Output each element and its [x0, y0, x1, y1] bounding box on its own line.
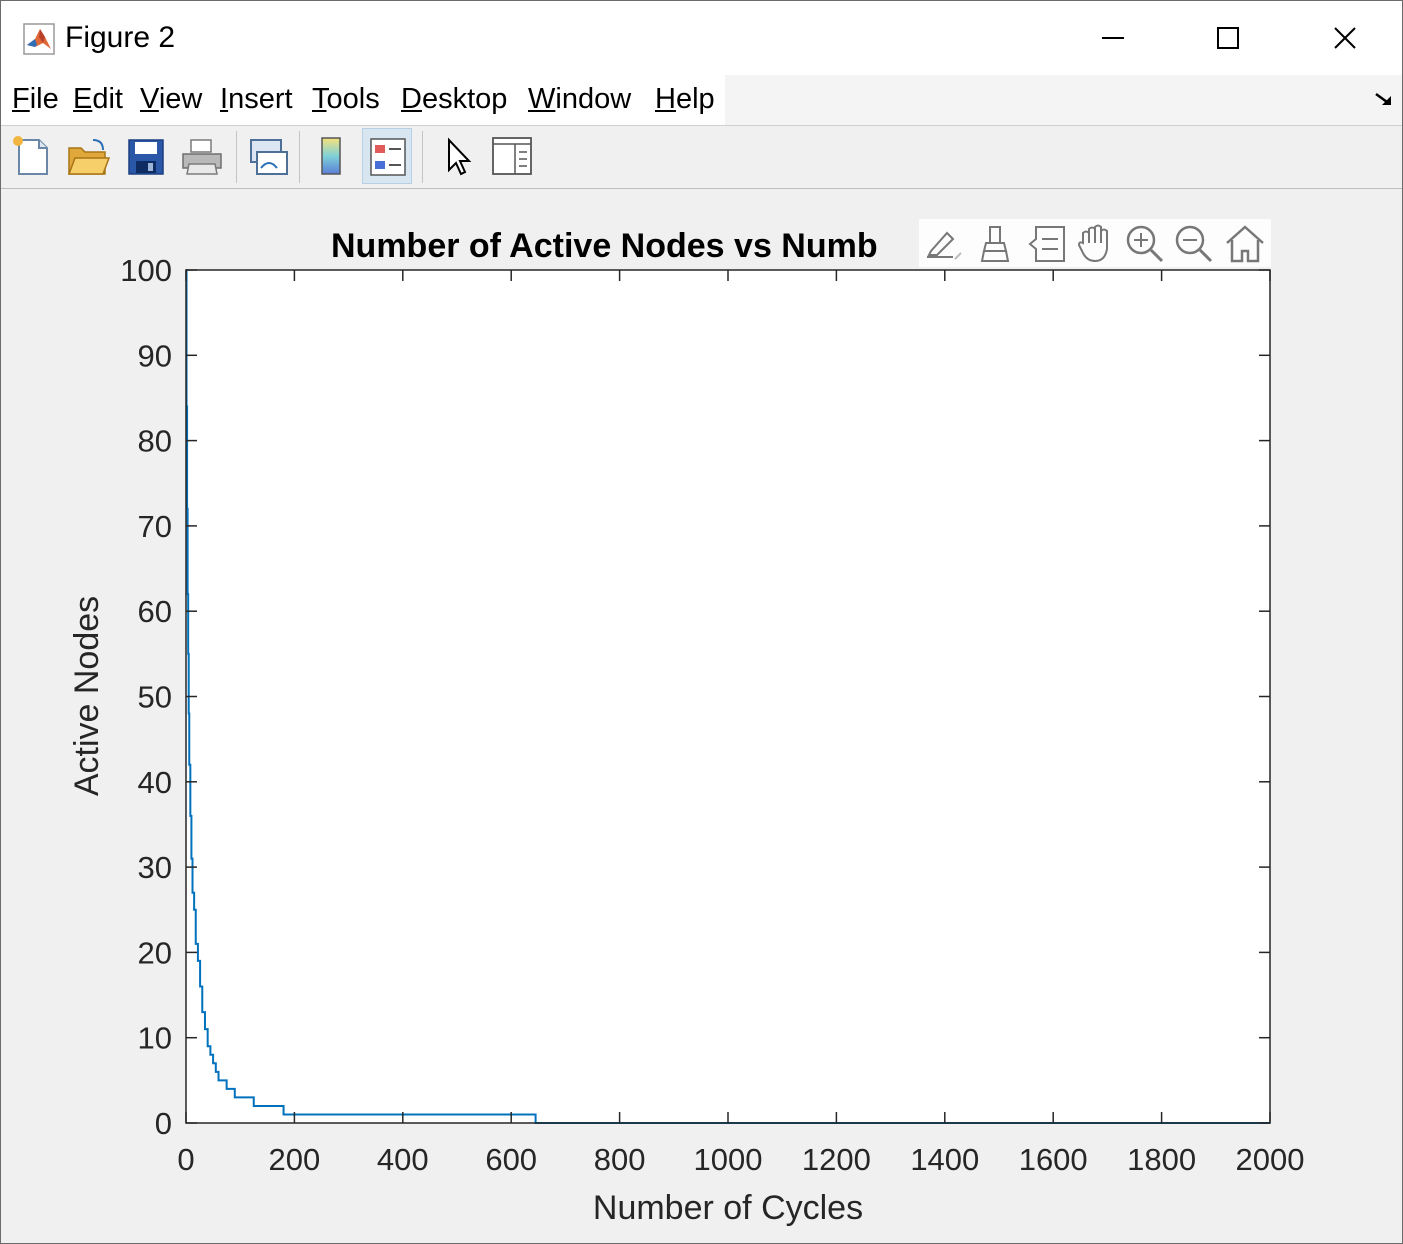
property-panel-icon	[492, 137, 532, 175]
menu-tools[interactable]: Tools	[312, 83, 380, 115]
link-plot-icon	[250, 139, 288, 175]
matlab-logo-icon	[23, 23, 55, 55]
x-tick-label: 600	[485, 1142, 537, 1177]
x-axis-label: Number of Cycles	[593, 1189, 863, 1227]
x-tick-label: 1400	[910, 1142, 979, 1177]
edit-plot-button[interactable]	[433, 128, 483, 184]
toolbar-separator	[299, 131, 300, 183]
axes-toolbar	[919, 219, 1271, 267]
open-file-button[interactable]	[63, 128, 113, 184]
menu-edit[interactable]: Edit	[73, 83, 123, 115]
y-tick-label: 0	[155, 1106, 172, 1141]
active-nodes-series-line	[185, 269, 1270, 1124]
data-tips-icon[interactable]	[1028, 226, 1065, 262]
y-tick-label: 60	[138, 594, 172, 629]
y-tick-label: 80	[138, 424, 172, 459]
save-button[interactable]	[121, 128, 171, 184]
toolbar-separator	[236, 131, 237, 183]
y-tick-label: 10	[138, 1021, 172, 1056]
figure-canvas: 0 200 400 600 800 1000 1200 1400 1600 1800 2000 0 10…	[1, 189, 1402, 1243]
menu-window[interactable]: Window	[528, 83, 632, 115]
axes-background	[186, 270, 1270, 1123]
y-tick-label: 30	[138, 850, 172, 885]
x-tick-label: 1600	[1019, 1142, 1088, 1177]
new-figure-button[interactable]	[8, 128, 58, 184]
menu-bar-spacer	[725, 75, 1402, 125]
y-tick-label: 100	[120, 253, 172, 288]
menu-file[interactable]: File	[12, 83, 59, 115]
pan-hand-icon[interactable]	[1077, 224, 1108, 263]
menu-desktop[interactable]: Desktop	[401, 83, 508, 115]
window-title: Figure 2	[65, 21, 176, 54]
dock-arrow-icon[interactable]	[1373, 89, 1397, 111]
title-bar: Figure 2	[1, 1, 1402, 75]
home-icon[interactable]	[1226, 225, 1264, 263]
x-tick-label: 1800	[1127, 1142, 1196, 1177]
insert-legend-button[interactable]	[362, 128, 412, 184]
x-tick-label: 1000	[694, 1142, 763, 1177]
x-tick-label: 0	[177, 1142, 194, 1177]
x-tick-label: 1200	[802, 1142, 871, 1177]
new-file-icon	[13, 136, 48, 175]
maximize-button[interactable]	[1171, 1, 1287, 75]
figure-toolbar	[1, 126, 1402, 189]
y-axis-label: Active Nodes	[68, 596, 106, 796]
print-button[interactable]	[177, 128, 227, 184]
chart-title: Number of Active Nodes vs Numb	[331, 227, 878, 265]
x-tick-label: 200	[269, 1142, 321, 1177]
x-tick-label: 2000	[1236, 1142, 1305, 1177]
zoom-in-icon[interactable]	[1126, 225, 1164, 263]
zoom-out-icon[interactable]	[1175, 225, 1213, 263]
pointer-arrow-icon	[448, 137, 472, 176]
property-inspector-button[interactable]	[487, 128, 537, 184]
y-tick-label: 70	[138, 509, 172, 544]
insert-colorbar-button[interactable]	[307, 128, 357, 184]
y-tick-label: 50	[138, 680, 172, 715]
x-tick-label: 400	[377, 1142, 429, 1177]
open-folder-icon	[67, 139, 111, 175]
legend-icon	[370, 138, 406, 176]
menu-view[interactable]: View	[140, 83, 203, 115]
y-tick-label: 20	[138, 935, 172, 970]
close-icon	[1334, 27, 1356, 49]
minimize-button[interactable]	[1055, 1, 1171, 75]
brush-icon[interactable]	[980, 226, 1010, 262]
close-button[interactable]	[1287, 1, 1402, 75]
colorbar-icon	[321, 137, 341, 175]
minimize-icon	[1102, 37, 1124, 39]
y-tick-label: 90	[138, 338, 172, 373]
maximize-icon	[1217, 27, 1239, 49]
save-icon	[128, 139, 164, 175]
link-plot-button[interactable]	[243, 128, 293, 184]
x-tick-label: 800	[594, 1142, 646, 1177]
plot-svg: 0 200 400 600 800 1000 1200 1400 1600 1800 2000 0 10…	[68, 219, 1305, 1227]
export-icon[interactable]	[927, 231, 962, 260]
menu-insert[interactable]: Insert	[220, 83, 293, 115]
menu-help[interactable]: Help	[655, 83, 715, 115]
printer-icon	[182, 139, 222, 175]
toolbar-separator	[422, 131, 423, 183]
y-tick-label: 40	[138, 765, 172, 800]
